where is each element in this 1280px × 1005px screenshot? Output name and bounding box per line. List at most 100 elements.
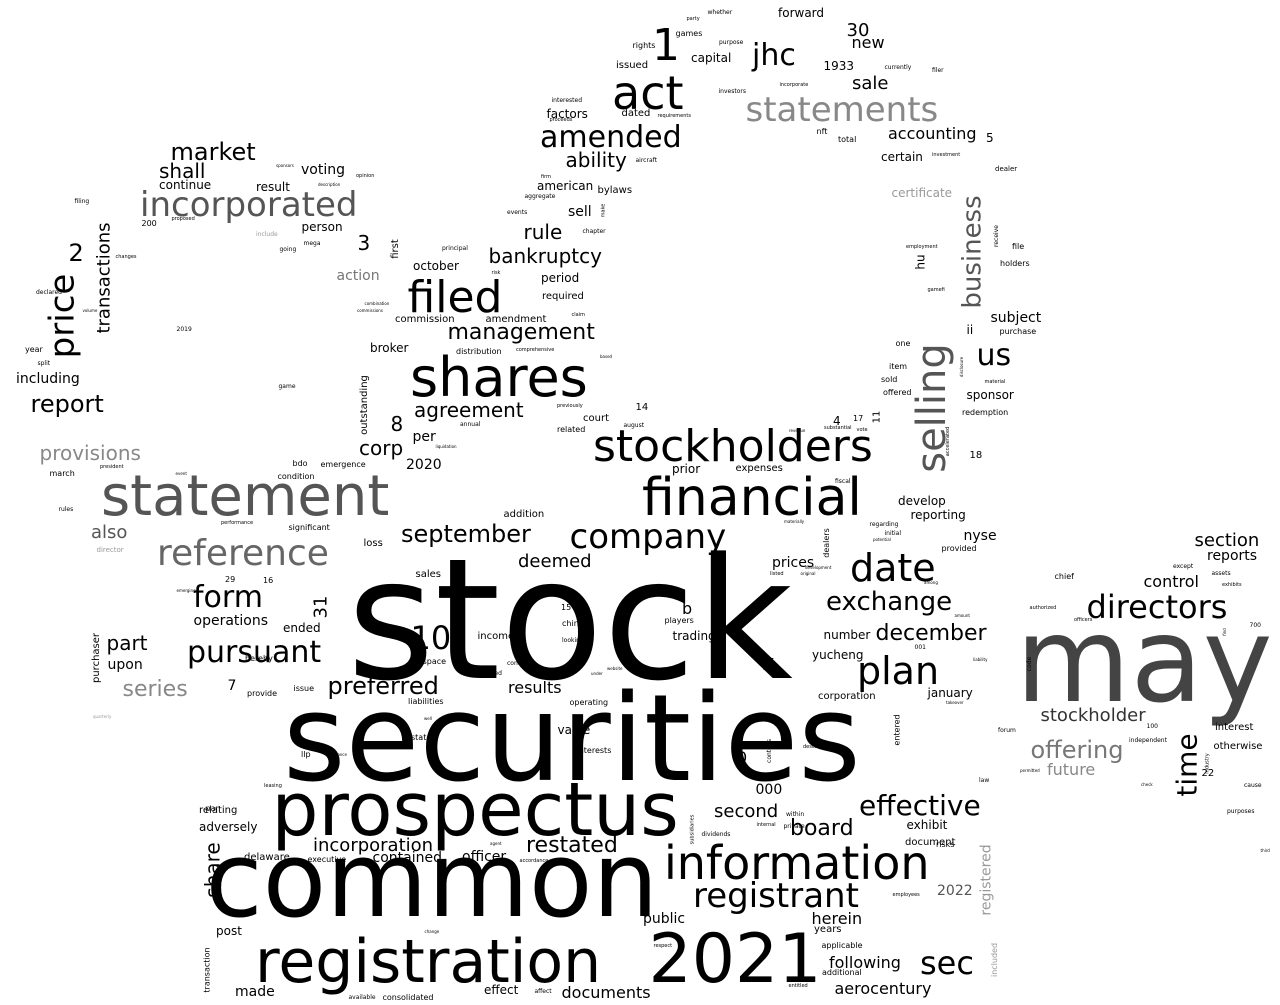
word-amount: amount <box>954 613 970 618</box>
word-reports: reports <box>1207 548 1258 564</box>
word-liabilities: liabilities <box>408 697 444 706</box>
word-preferred: preferred <box>327 672 439 700</box>
word-n18: 18 <box>969 450 983 461</box>
word-filing: filing <box>74 198 90 205</box>
word-trading: trading <box>672 629 716 643</box>
word-significant: significant <box>288 523 330 532</box>
word-purposes: purposes <box>1227 808 1255 815</box>
word-provided: provided <box>941 544 977 553</box>
word-owned: owned <box>482 670 502 677</box>
word-yucheng: yucheng <box>812 648 864 662</box>
word-person: person <box>301 220 343 234</box>
word-stockholders: stockholders <box>593 421 873 472</box>
word-company: company <box>569 517 727 557</box>
word-officer: officer <box>462 849 507 865</box>
word-aerocentury: aerocentury <box>834 979 932 998</box>
word-incorporated: incorporated <box>140 185 358 225</box>
word-public: public <box>643 911 686 927</box>
word-september: september <box>401 520 531 548</box>
word-disclosure: disclosure <box>959 356 965 378</box>
word-n11: 11 <box>870 410 882 424</box>
word-information: information <box>664 836 930 890</box>
word-otherwise: otherwise <box>1213 741 1263 752</box>
word-quarterly: quarterly <box>93 714 112 719</box>
word-chapter: chapter <box>582 228 606 235</box>
word-period: period <box>541 271 580 285</box>
word-nft: nft <box>816 127 828 136</box>
word-revenue: revenue <box>789 428 806 433</box>
word-rules: rules <box>58 506 74 513</box>
word-march: march <box>49 469 75 478</box>
word-n14: 14 <box>635 402 649 413</box>
word-materially: materially <box>784 519 805 524</box>
word-sold: sold <box>881 375 898 384</box>
word-management: management <box>447 320 595 345</box>
word-jhc: jhc <box>752 38 796 73</box>
word-controls: controls <box>765 739 773 763</box>
word-games: games <box>675 29 703 38</box>
word-redemption: redemption <box>962 408 1009 417</box>
word-corp: corp <box>359 436 404 460</box>
word-certain: certain <box>881 150 923 164</box>
word-first: first <box>389 239 401 259</box>
word-interests: interests <box>576 746 612 755</box>
word-permitted: permitted <box>1020 768 1040 773</box>
word-results: results <box>508 678 562 697</box>
word-total: total <box>838 135 857 144</box>
word-registrant: registrant <box>693 876 859 916</box>
word-subsidiaries: subsidiaries <box>689 814 696 844</box>
word-loss: loss <box>363 538 383 549</box>
word-president: president <box>100 463 124 470</box>
word-include: include <box>256 231 278 238</box>
word-purchase: purchase <box>999 327 1037 336</box>
word-1: 1 <box>652 20 680 71</box>
word-state: state <box>411 733 432 742</box>
word-made: made <box>235 984 275 1000</box>
word-affect: affect <box>534 988 552 995</box>
word-aircraft: aircraft <box>635 157 657 164</box>
word-performance: performance <box>221 519 254 526</box>
word-file: file <box>1012 242 1025 251</box>
word-10: 10 <box>410 619 452 657</box>
word-potential: potential <box>873 537 891 542</box>
word-bylaws: bylaws <box>597 185 633 196</box>
word-under: under <box>591 671 603 676</box>
word-sell: sell <box>568 204 592 220</box>
word-event: event <box>175 471 187 476</box>
word-commissions: commissions <box>357 308 383 313</box>
word-within: within <box>786 811 805 818</box>
word-hu: hu <box>913 254 928 270</box>
word-chief: chief <box>1054 572 1074 581</box>
word-n2019: 2019 <box>176 326 192 333</box>
word-n5: 5 <box>986 131 994 145</box>
word-authorized: authorized <box>1029 604 1057 611</box>
word-original: original <box>800 571 816 576</box>
word-officers: officers <box>1074 616 1093 623</box>
word-well: well <box>424 716 432 721</box>
word-n8: 8 <box>390 412 404 436</box>
word-description: description <box>318 182 341 187</box>
word-n000: 000 <box>755 782 783 798</box>
word-restated: restated <box>526 833 618 858</box>
word-requirements: requirements <box>657 112 691 119</box>
word-sales: sales <box>415 569 441 580</box>
word-principal: principal <box>442 245 468 252</box>
word-securities: securities <box>283 670 861 809</box>
word-court: court <box>583 413 609 424</box>
word-issue: issue <box>293 684 315 693</box>
word-shall: shall <box>159 159 206 183</box>
word-game: game <box>278 383 296 390</box>
word-board: board <box>790 816 854 841</box>
word-contained: contained <box>372 850 442 866</box>
word-emerging: emerging <box>176 588 196 593</box>
word-n17: 17 <box>853 414 864 423</box>
word-commission: commission <box>395 314 455 325</box>
word-document: document <box>905 837 956 848</box>
word-dated: dated <box>621 108 651 119</box>
word-prior: prior <box>672 462 701 476</box>
word-december: december <box>875 621 987 646</box>
word-party: party <box>686 15 700 22</box>
word-declared: declared <box>36 289 62 296</box>
word-employees: employees <box>892 891 920 898</box>
word-offering: offering <box>1030 736 1124 764</box>
